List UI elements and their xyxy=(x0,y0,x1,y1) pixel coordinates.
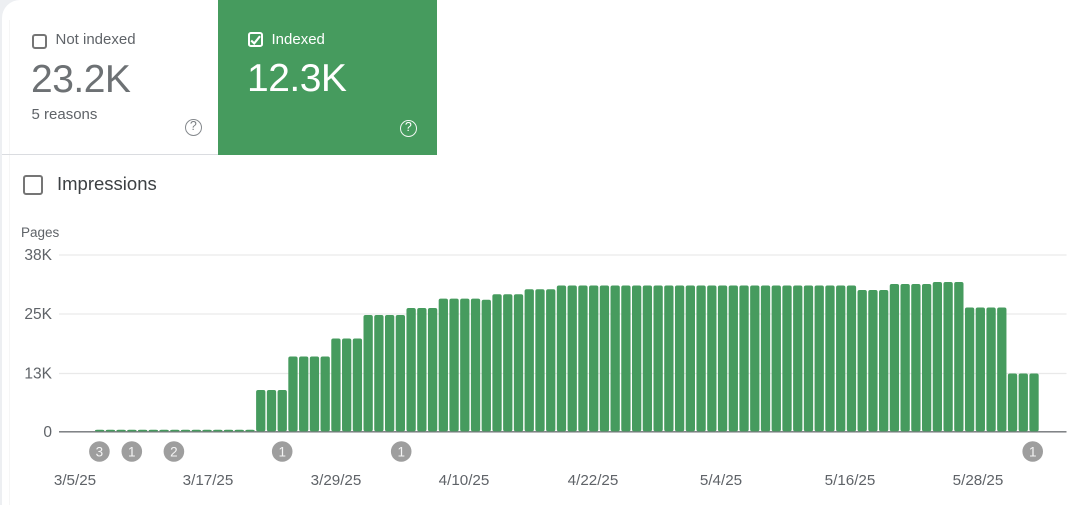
svg-text:3: 3 xyxy=(96,444,104,459)
svg-text:1: 1 xyxy=(397,444,405,459)
svg-text:4/10/25: 4/10/25 xyxy=(439,472,490,489)
svg-text:3/17/25: 3/17/25 xyxy=(183,472,234,489)
svg-text:4/22/25: 4/22/25 xyxy=(568,472,619,489)
svg-text:5/16/25: 5/16/25 xyxy=(825,472,876,489)
svg-text:1: 1 xyxy=(128,444,136,459)
svg-text:5/28/25: 5/28/25 xyxy=(953,472,1004,489)
svg-text:25K: 25K xyxy=(24,306,52,323)
svg-text:38K: 38K xyxy=(24,247,52,264)
svg-text:13K: 13K xyxy=(24,366,52,383)
svg-text:3/29/25: 3/29/25 xyxy=(311,472,362,489)
svg-text:0: 0 xyxy=(43,424,52,441)
svg-text:1: 1 xyxy=(1029,444,1037,459)
svg-text:1: 1 xyxy=(278,444,286,459)
svg-text:3/5/25: 3/5/25 xyxy=(54,472,96,489)
svg-text:5/4/25: 5/4/25 xyxy=(700,472,742,489)
svg-text:2: 2 xyxy=(170,444,178,459)
